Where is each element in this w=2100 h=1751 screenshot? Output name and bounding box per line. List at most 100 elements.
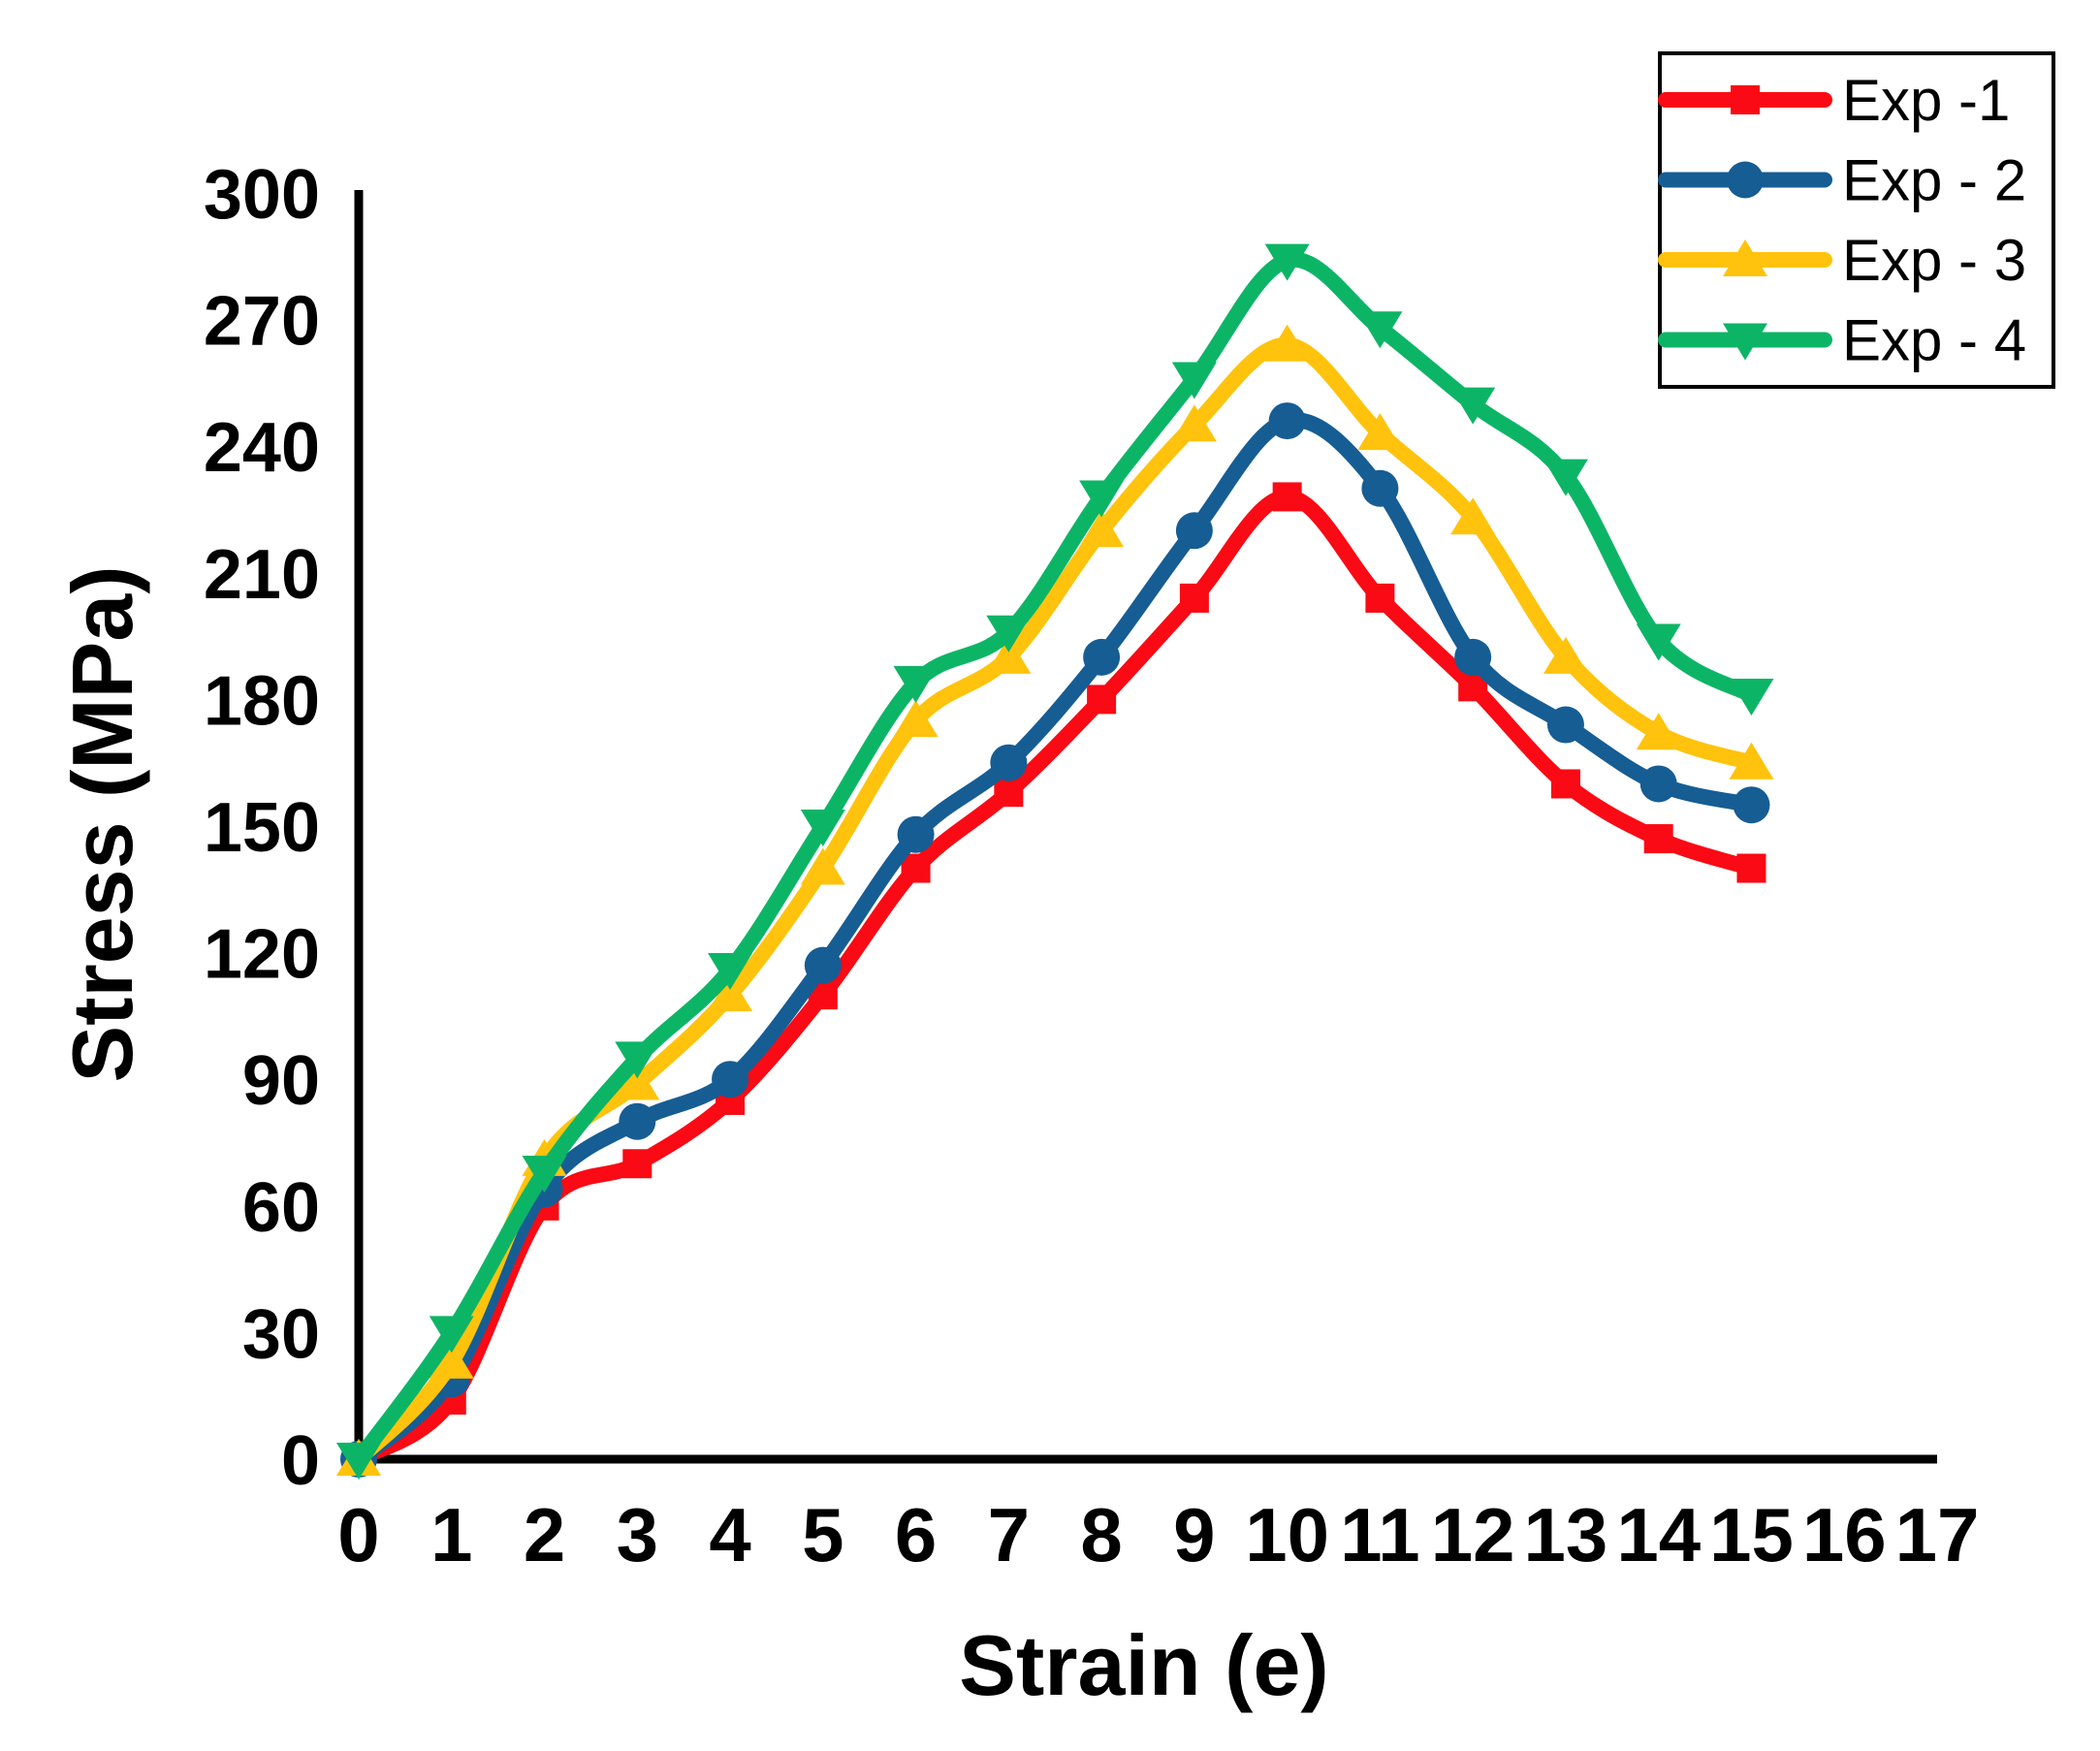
y-tick-label: 180 bbox=[204, 662, 320, 740]
series-exp-2-circle-marker bbox=[1175, 512, 1213, 550]
series-exp-3-triangle-up-marker bbox=[1079, 510, 1125, 548]
series-line-exp-1 bbox=[351, 489, 1760, 1467]
series-exp-4-triangle-down-marker bbox=[1171, 362, 1217, 399]
x-tick-label: 15 bbox=[1709, 1492, 1794, 1577]
series-exp-4-triangle-down-marker bbox=[1543, 459, 1588, 496]
x-tick-label: 13 bbox=[1524, 1492, 1608, 1577]
series-exp-3-triangle-up-marker bbox=[800, 847, 845, 885]
legend-exp-1-square-marker bbox=[1731, 85, 1760, 114]
series-exp-3-triangle-up-marker bbox=[429, 1341, 474, 1379]
series-exp-2-circle-marker bbox=[1361, 469, 1399, 507]
legend-item-exp-4: Exp - 4 bbox=[1658, 308, 2026, 373]
x-tick-label: 6 bbox=[895, 1492, 937, 1577]
x-tick-label: 3 bbox=[617, 1492, 658, 1577]
series-exp-3-triangle-up-marker bbox=[1636, 713, 1681, 750]
legend-exp-3-triangle-up-marker bbox=[1723, 239, 1767, 276]
x-tick-label: 12 bbox=[1431, 1492, 1515, 1577]
series-exp-4-triangle-down-marker bbox=[1264, 243, 1310, 281]
series-exp-3-triangle-up-marker bbox=[1450, 497, 1496, 535]
series-exp-2-circle-marker bbox=[1268, 402, 1306, 440]
legend-label-exp-4: Exp - 4 bbox=[1842, 308, 2026, 373]
series-exp-1-square-marker bbox=[1179, 583, 1209, 613]
legend-label-exp-2: Exp - 2 bbox=[1842, 148, 2026, 213]
legend-item-exp-3: Exp - 3 bbox=[1658, 228, 2026, 293]
series-line-exp-2 bbox=[351, 412, 1760, 1467]
series-exp-2-circle-marker bbox=[619, 1102, 656, 1140]
series-exp-3-triangle-up-marker bbox=[1357, 413, 1403, 451]
series-exp-1-square-marker bbox=[1736, 853, 1766, 883]
y-tick-label: 240 bbox=[204, 409, 320, 487]
series-exp-1-square-marker bbox=[1087, 684, 1117, 715]
series-exp-3-triangle-up-marker bbox=[1729, 742, 1774, 780]
y-tick-label: 150 bbox=[204, 789, 320, 867]
series-exp-1-square-marker bbox=[622, 1149, 652, 1179]
series-exp-1-square-marker bbox=[1365, 583, 1395, 613]
series-exp-4-triangle-down-marker bbox=[800, 810, 845, 846]
series-exp-1-square-marker bbox=[1643, 824, 1673, 854]
series-exp-2-circle-marker bbox=[712, 1061, 749, 1098]
series-exp-4-triangle-down-marker bbox=[615, 1041, 660, 1079]
series-exp-4-triangle-down-marker bbox=[1450, 387, 1496, 425]
series-exp-4-triangle-down-marker bbox=[429, 1316, 474, 1353]
x-tick-label: 10 bbox=[1245, 1492, 1329, 1577]
legend-item-exp-1: Exp -1 bbox=[1658, 68, 2010, 133]
y-tick-label: 270 bbox=[204, 283, 320, 361]
series-exp-3-triangle-up-marker bbox=[1171, 404, 1217, 442]
series-exp-4-triangle-down-marker bbox=[893, 665, 939, 703]
x-tick-label: 11 bbox=[1340, 1492, 1419, 1577]
series-exp-3-triangle-up-marker bbox=[986, 636, 1032, 674]
legend-exp-2-circle-marker bbox=[1727, 161, 1764, 199]
series-exp-2-circle-marker bbox=[1083, 638, 1121, 676]
series-exp-4-triangle-down-marker bbox=[708, 953, 753, 991]
y-tick-label: 0 bbox=[281, 1422, 320, 1500]
y-tick-label: 120 bbox=[204, 916, 320, 994]
y-tick-label: 210 bbox=[204, 536, 320, 614]
series-line-exp-3 bbox=[351, 336, 1760, 1467]
x-tick-label: 8 bbox=[1080, 1492, 1122, 1577]
legend-label-exp-3: Exp - 3 bbox=[1842, 228, 2026, 293]
series-exp-3-triangle-up-marker bbox=[1543, 636, 1588, 674]
series-exp-2-circle-marker bbox=[1639, 765, 1677, 803]
series-exp-3-triangle-up-marker bbox=[708, 974, 753, 1012]
series-exp-2-circle-marker bbox=[804, 946, 842, 984]
x-axis-title: Strain (e) bbox=[959, 1617, 1328, 1713]
x-tick-label: 1 bbox=[430, 1492, 472, 1577]
y-tick-label: 90 bbox=[242, 1042, 320, 1120]
series-line-exp-4 bbox=[351, 251, 1760, 1467]
series-exp-4-triangle-down-marker bbox=[986, 615, 1032, 653]
y-axis-title: Stress (MPa) bbox=[54, 565, 150, 1082]
series-exp-4-triangle-down-marker bbox=[1357, 311, 1403, 349]
x-tick-label: 0 bbox=[337, 1492, 379, 1577]
series-exp-2-circle-marker bbox=[1546, 706, 1584, 744]
x-tick-label: 7 bbox=[988, 1492, 1030, 1577]
x-tick-label: 16 bbox=[1802, 1492, 1887, 1577]
series-exp-4-triangle-down-marker bbox=[1079, 480, 1125, 518]
series-exp-1-square-marker bbox=[1272, 482, 1302, 512]
x-tick-label: 5 bbox=[802, 1492, 843, 1577]
series-exp-3-triangle-up-marker bbox=[1264, 324, 1310, 362]
legend-label-exp-1: Exp -1 bbox=[1842, 68, 2010, 133]
series-exp-1-square-marker bbox=[994, 778, 1024, 808]
series-exp-2-circle-marker bbox=[897, 815, 935, 853]
x-tick-label: 2 bbox=[524, 1492, 565, 1577]
series-exp-4-triangle-down-marker bbox=[1729, 679, 1774, 716]
series-exp-3-triangle-up-marker bbox=[615, 1063, 660, 1100]
y-tick-label: 300 bbox=[204, 156, 320, 234]
x-tick-label: 4 bbox=[709, 1492, 750, 1577]
series-exp-2-circle-marker bbox=[990, 744, 1028, 781]
legend-exp-4-triangle-down-marker bbox=[1723, 323, 1767, 361]
series-exp-3-triangle-up-marker bbox=[893, 700, 939, 738]
series-exp-2-circle-marker bbox=[1454, 638, 1492, 676]
y-tick-label: 30 bbox=[242, 1295, 320, 1373]
x-tick-label: 9 bbox=[1173, 1492, 1215, 1577]
x-tick-label: 17 bbox=[1895, 1492, 1980, 1577]
series-exp-4-triangle-down-marker bbox=[522, 1155, 567, 1193]
legend-box bbox=[1658, 51, 2055, 389]
series-exp-4-triangle-down-marker bbox=[1636, 623, 1681, 661]
legend-item-exp-2: Exp - 2 bbox=[1658, 148, 2026, 213]
series-exp-4-triangle-down-marker bbox=[336, 1443, 381, 1480]
series-exp-1-square-marker bbox=[1550, 769, 1580, 799]
